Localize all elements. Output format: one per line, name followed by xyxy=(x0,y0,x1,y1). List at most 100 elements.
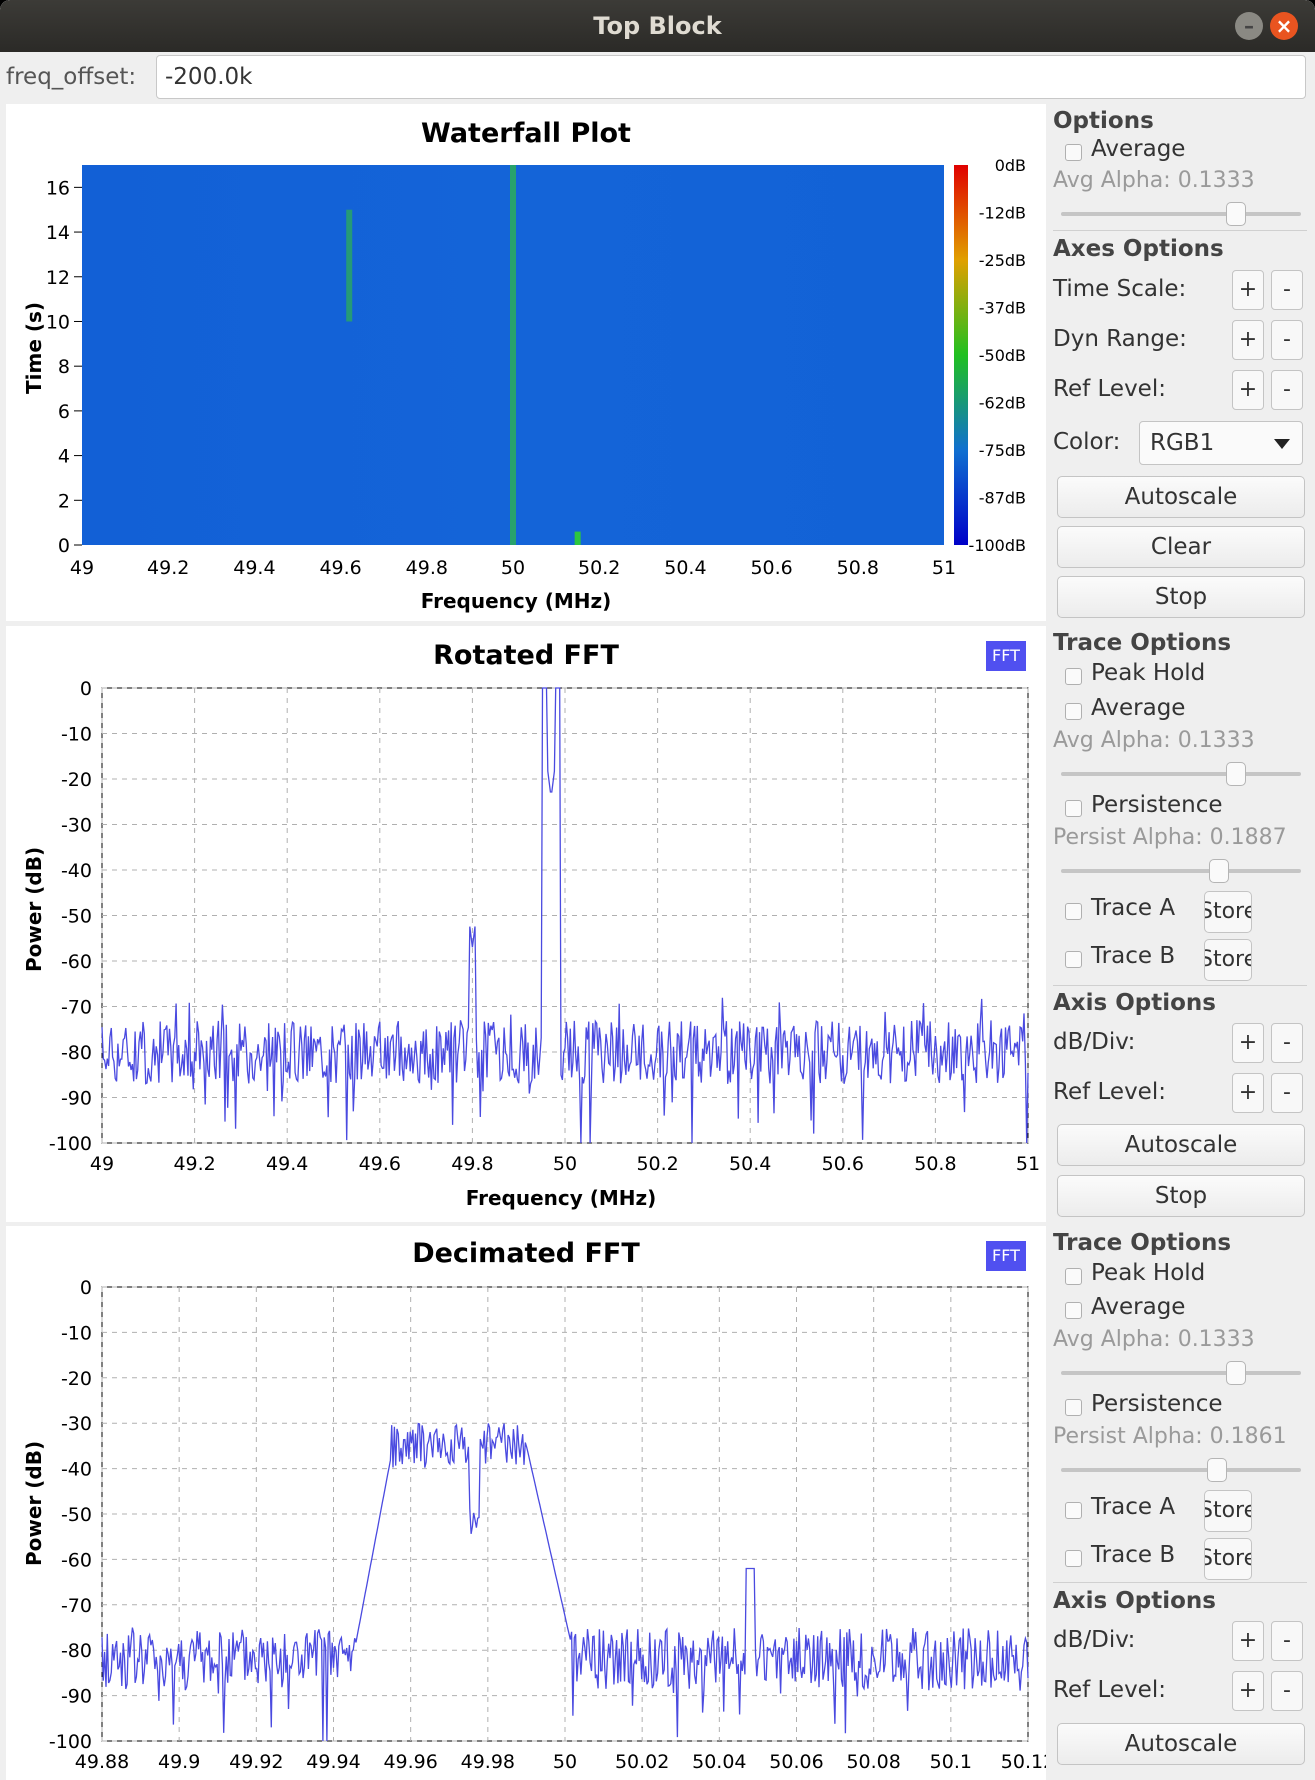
minimize-button[interactable]: – xyxy=(1235,12,1263,40)
persist-alpha-label: Persist Alpha: 0.1887 xyxy=(1053,825,1287,850)
x-tick-label: 50.8 xyxy=(837,557,879,579)
x-tick-label: 50 xyxy=(553,1153,577,1175)
slider-handle[interactable] xyxy=(1226,762,1246,786)
trace-options-title: Trace Options xyxy=(1053,630,1232,656)
y-tick-label: -20 xyxy=(61,769,92,791)
y-tick-label: -20 xyxy=(61,1368,92,1390)
waterfall-avg-alpha: Avg Alpha: 0.1333 xyxy=(1053,168,1255,193)
dyn-range-minus-button[interactable]: - xyxy=(1271,320,1303,360)
y-tick-label: -70 xyxy=(61,1595,92,1617)
avg-alpha-slider[interactable] xyxy=(1061,762,1301,786)
x-tick-label: 50.8 xyxy=(914,1153,956,1175)
rotated-fft-xlabel: Frequency (MHz) xyxy=(465,1186,657,1210)
freq-offset-input[interactable] xyxy=(156,55,1306,99)
colorbar-tick-label: -37dB xyxy=(979,299,1026,318)
db-div-plus-button[interactable]: + xyxy=(1232,1621,1264,1661)
rotated-autoscale-button[interactable]: Autoscale xyxy=(1057,1124,1305,1166)
waterfall-ylabel: Time (s) xyxy=(22,301,46,394)
y-tick-label: -10 xyxy=(61,724,92,746)
ref-level-label: Ref Level: xyxy=(1053,1677,1166,1703)
trace-a-store-button[interactable]: Store xyxy=(1204,1490,1252,1532)
x-tick-label: 49.2 xyxy=(173,1153,215,1175)
colorbar-tick-label: -75dB xyxy=(979,441,1026,460)
time-scale-minus-button[interactable]: - xyxy=(1271,270,1303,310)
time-scale-label: Time Scale: xyxy=(1053,276,1187,302)
y-tick-label: 6 xyxy=(58,401,70,423)
x-tick-label: 50.2 xyxy=(636,1153,678,1175)
trace-a-checkbox[interactable] xyxy=(1065,1502,1082,1519)
y-tick-label: -90 xyxy=(61,1686,92,1708)
fft-badge[interactable]: FFT xyxy=(986,1241,1026,1271)
rotated-stop-button[interactable]: Stop xyxy=(1057,1175,1305,1217)
window-title: Top Block xyxy=(593,12,722,40)
y-tick-label: -40 xyxy=(61,860,92,882)
y-tick-label: -10 xyxy=(61,1322,92,1344)
trace-a-store-button[interactable]: Store xyxy=(1204,891,1252,933)
divider xyxy=(1053,230,1307,231)
slider-handle[interactable] xyxy=(1207,1458,1227,1482)
y-tick-label: -50 xyxy=(61,1504,92,1526)
persist-alpha-slider[interactable] xyxy=(1061,859,1301,883)
fft-badge[interactable]: FFT xyxy=(986,641,1026,671)
persist-alpha-slider[interactable] xyxy=(1061,1458,1301,1482)
ref-level-minus-button[interactable]: - xyxy=(1271,1073,1303,1113)
rotated-fft-controls: Trace Options Peak Hold Average Avg Alph… xyxy=(1049,626,1309,1222)
y-tick-label: 12 xyxy=(46,267,70,289)
waterfall-stop-button[interactable]: Stop xyxy=(1057,576,1305,618)
trace-a-checkbox[interactable] xyxy=(1065,903,1082,920)
freq-offset-label: freq_offset: xyxy=(6,64,137,90)
y-tick-label: -60 xyxy=(61,1549,92,1571)
trace-b-store-button[interactable]: Store xyxy=(1204,939,1252,981)
colorbar-tick-label: -62dB xyxy=(979,394,1026,413)
average-label: Average xyxy=(1091,695,1186,721)
db-div-minus-button[interactable]: - xyxy=(1271,1621,1303,1661)
ref-level-plus-button[interactable]: + xyxy=(1232,370,1264,410)
x-tick-label: 49.92 xyxy=(229,1751,283,1773)
x-tick-label: 49 xyxy=(70,557,94,579)
db-div-label: dB/Div: xyxy=(1053,1029,1136,1055)
colorbar-tick-label: -100dB xyxy=(969,536,1026,555)
x-tick-label: 49.6 xyxy=(319,557,361,579)
ref-level-plus-button[interactable]: + xyxy=(1232,1073,1264,1113)
db-div-minus-button[interactable]: - xyxy=(1271,1023,1303,1063)
peak-hold-checkbox[interactable] xyxy=(1065,668,1082,685)
waterfall-average-checkbox[interactable] xyxy=(1065,144,1082,161)
time-scale-plus-button[interactable]: + xyxy=(1232,270,1264,310)
avg-alpha-slider[interactable] xyxy=(1061,1361,1301,1385)
color-select-value: RGB1 xyxy=(1150,430,1215,456)
ref-level-minus-button[interactable]: - xyxy=(1271,370,1303,410)
trace-b-checkbox[interactable] xyxy=(1065,951,1082,968)
dyn-range-plus-button[interactable]: + xyxy=(1232,320,1264,360)
decimated-autoscale-button[interactable]: Autoscale xyxy=(1057,1723,1305,1765)
trace-b-label: Trace B xyxy=(1091,1542,1176,1568)
trace-b-store-button[interactable]: Store xyxy=(1204,1538,1252,1580)
color-select[interactable]: RGB1 xyxy=(1139,421,1303,465)
x-tick-label: 49.4 xyxy=(233,557,275,579)
slider-handle[interactable] xyxy=(1226,1361,1246,1385)
db-div-plus-button[interactable]: + xyxy=(1232,1023,1264,1063)
rotated-fft-panel: Rotated FFT FFT 49 49.2 49.4 49.6 49.8 50 50.2… xyxy=(6,626,1309,1222)
slider-handle[interactable] xyxy=(1209,859,1229,883)
persistence-checkbox[interactable] xyxy=(1065,1399,1082,1416)
average-checkbox[interactable] xyxy=(1065,1302,1082,1319)
persistence-checkbox[interactable] xyxy=(1065,800,1082,817)
average-checkbox[interactable] xyxy=(1065,703,1082,720)
slider-handle[interactable] xyxy=(1226,202,1246,226)
y-tick-label: 10 xyxy=(46,311,70,333)
peak-hold-checkbox[interactable] xyxy=(1065,1268,1082,1285)
waterfall-autoscale-button[interactable]: Autoscale xyxy=(1057,476,1305,518)
y-tick-label: -40 xyxy=(61,1459,92,1481)
ref-level-plus-button[interactable]: + xyxy=(1232,1671,1264,1711)
y-tick-label: -70 xyxy=(61,997,92,1019)
waterfall-avg-alpha-slider[interactable] xyxy=(1061,202,1301,226)
waterfall-clear-button[interactable]: Clear xyxy=(1057,526,1305,568)
waterfall-signal-trace xyxy=(574,531,581,545)
x-tick-label: 50.6 xyxy=(750,557,792,579)
trace-b-checkbox[interactable] xyxy=(1065,1550,1082,1567)
x-tick-label: 50.02 xyxy=(615,1751,669,1773)
ref-level-minus-button[interactable]: - xyxy=(1271,1671,1303,1711)
average-label: Average xyxy=(1091,1294,1186,1320)
db-div-label: dB/Div: xyxy=(1053,1627,1136,1653)
close-button[interactable]: × xyxy=(1270,12,1298,40)
